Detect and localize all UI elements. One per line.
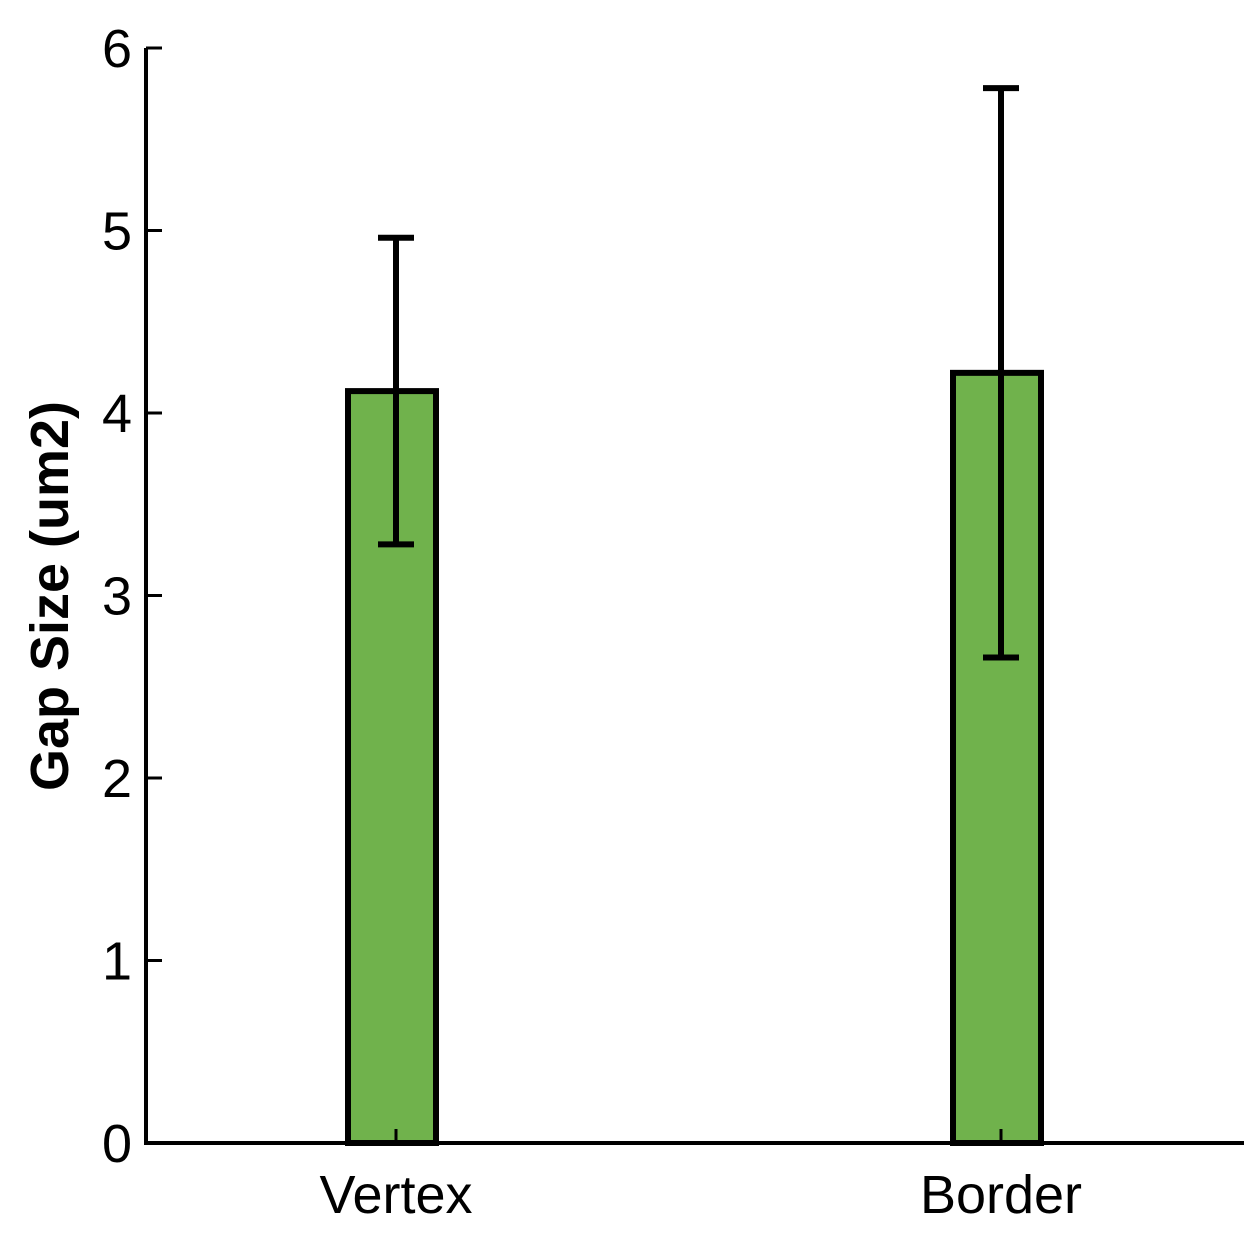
y-tick-label: 4 (102, 384, 132, 444)
bars-layer (345, 369, 1044, 1147)
bar-border (950, 369, 1044, 1147)
axes-layer (144, 48, 1244, 1145)
y-ticks-layer: 0 1 2 3 4 5 6 (102, 19, 162, 1174)
x-tick-label-border: Border (920, 1165, 1082, 1225)
bar-vertex (345, 388, 439, 1147)
y-tick-label: 2 (102, 749, 132, 809)
y-tick-label: 1 (102, 932, 132, 992)
x-ticks-layer: Vertex Border (319, 1129, 1082, 1225)
y-tick-label: 5 (102, 202, 132, 262)
error-bars-layer (378, 85, 1019, 661)
y-tick-label: 6 (102, 19, 132, 79)
y-tick-label: 0 (102, 1114, 132, 1174)
y-tick-label: 3 (102, 567, 132, 627)
x-tick-label-vertex: Vertex (319, 1165, 472, 1225)
y-axis-title: Gap Size (um2) (20, 401, 80, 791)
